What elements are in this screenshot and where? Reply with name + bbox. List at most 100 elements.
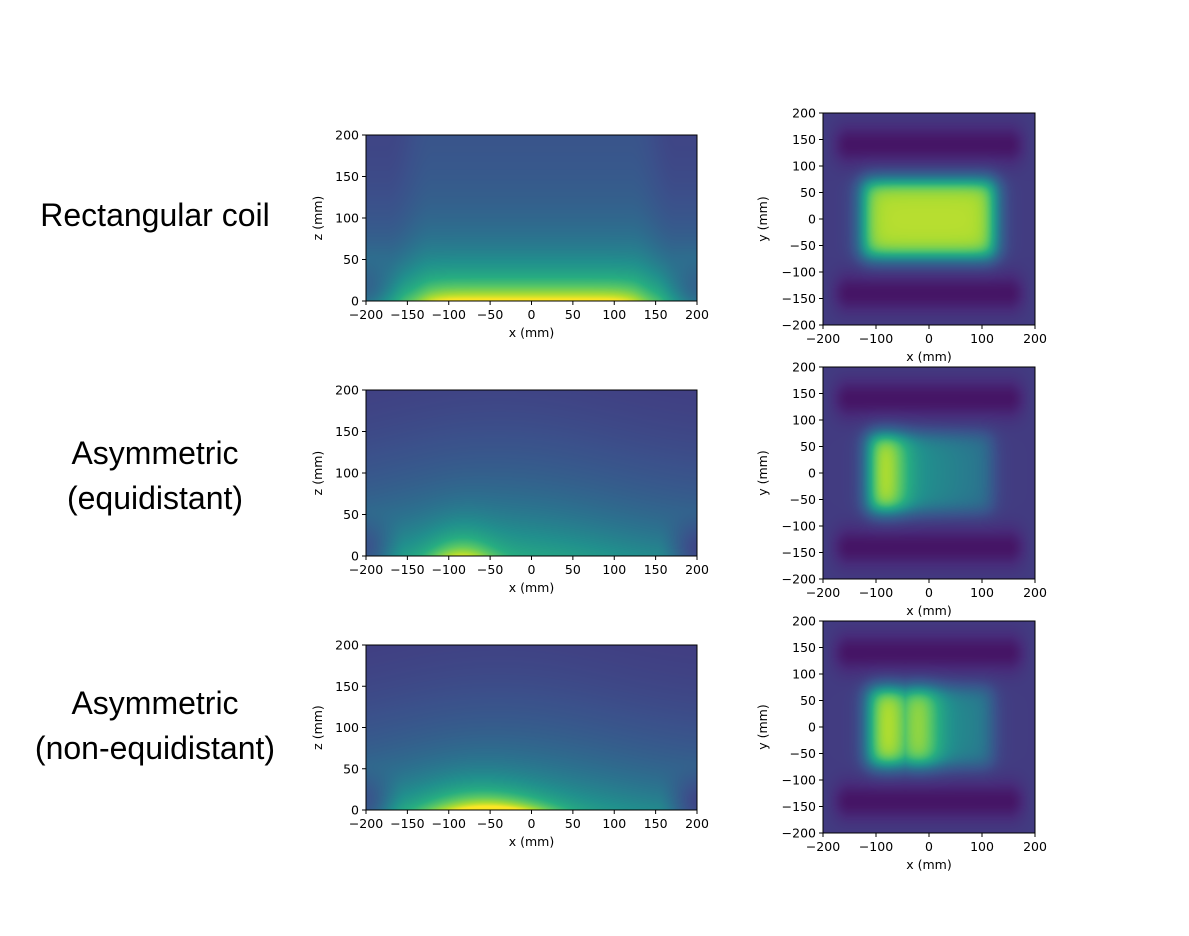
x-axis-label: x (mm): [509, 325, 554, 340]
row-label-line: Asymmetric: [71, 435, 239, 471]
y-tick-label: 200: [335, 638, 359, 653]
x-tick-label: 200: [1023, 331, 1047, 346]
row-label-line: (equidistant): [66, 480, 244, 516]
x-tick-label: 150: [644, 816, 668, 831]
row-label-line: Rectangular coil: [40, 197, 270, 233]
x-tick-label: 0: [925, 331, 933, 346]
y-tick-label: 50: [800, 185, 816, 200]
y-tick-label: 100: [792, 667, 816, 682]
x-tick-label: 200: [685, 816, 709, 831]
x-tick-label: −150: [390, 307, 424, 322]
x-tick-label: −100: [859, 839, 893, 854]
x-tick-label: 100: [602, 562, 626, 577]
x-tick-label: −50: [477, 816, 503, 831]
x-tick-label: 0: [528, 816, 536, 831]
x-tick-label: −200: [806, 585, 840, 600]
y-tick-label: 150: [792, 640, 816, 655]
y-tick-label: −100: [782, 519, 816, 534]
x-tick-label: −200: [349, 816, 383, 831]
y-tick-label: 0: [351, 803, 359, 818]
x-axis-label: x (mm): [509, 580, 554, 595]
y-tick-label: 200: [335, 128, 359, 143]
y-tick-label: 150: [792, 132, 816, 147]
y-tick-label: 0: [351, 294, 359, 309]
y-axis-label: y (mm): [755, 450, 770, 495]
y-tick-label: 100: [792, 159, 816, 174]
row-label-non-equidistant: Asymmetric (non-equidistant): [5, 681, 305, 771]
heatmap-image: [823, 113, 1035, 325]
y-tick-label: −200: [782, 826, 816, 841]
x-tick-label: −50: [477, 562, 503, 577]
y-tick-label: −200: [782, 572, 816, 587]
heatmap-image: [366, 135, 697, 301]
x-tick-label: 100: [602, 307, 626, 322]
x-tick-label: 150: [644, 562, 668, 577]
y-tick-label: −200: [782, 318, 816, 333]
row-label-line: Asymmetric: [71, 685, 239, 721]
y-tick-label: 50: [343, 507, 359, 522]
x-tick-label: 0: [528, 562, 536, 577]
x-tick-label: 50: [565, 562, 581, 577]
x-tick-label: −100: [859, 585, 893, 600]
heatmap-image: [823, 621, 1035, 833]
y-tick-label: −100: [782, 265, 816, 280]
x-tick-label: −100: [432, 562, 466, 577]
x-tick-label: −200: [349, 307, 383, 322]
y-axis-label: y (mm): [755, 704, 770, 749]
heatmap-image: [366, 645, 697, 810]
y-tick-label: 150: [335, 169, 359, 184]
x-tick-label: 0: [925, 585, 933, 600]
x-tick-label: −200: [806, 839, 840, 854]
y-tick-label: 100: [335, 211, 359, 226]
y-tick-label: 150: [792, 386, 816, 401]
y-tick-label: 50: [800, 439, 816, 454]
y-tick-label: 0: [351, 549, 359, 564]
y-tick-label: 50: [800, 693, 816, 708]
x-tick-label: 0: [925, 839, 933, 854]
x-tick-label: 150: [644, 307, 668, 322]
y-tick-label: −50: [790, 492, 816, 507]
y-axis-label: z (mm): [310, 451, 325, 496]
x-tick-label: 100: [970, 839, 994, 854]
x-tick-label: −100: [432, 307, 466, 322]
y-tick-label: −150: [782, 291, 816, 306]
y-tick-label: −100: [782, 773, 816, 788]
x-tick-label: −200: [349, 562, 383, 577]
y-tick-label: 200: [792, 106, 816, 121]
x-tick-label: 200: [1023, 839, 1047, 854]
y-axis-label: z (mm): [310, 705, 325, 750]
y-tick-label: 200: [792, 360, 816, 375]
x-tick-label: 200: [685, 307, 709, 322]
x-tick-label: −100: [859, 331, 893, 346]
x-tick-label: −150: [390, 562, 424, 577]
y-tick-label: 200: [792, 614, 816, 629]
y-tick-label: 100: [335, 720, 359, 735]
row-label-rectangular: Rectangular coil: [5, 193, 305, 238]
x-tick-label: 100: [970, 585, 994, 600]
x-tick-label: 200: [685, 562, 709, 577]
x-tick-label: 200: [1023, 585, 1047, 600]
heatmap-image: [823, 367, 1035, 579]
x-axis-label: x (mm): [906, 603, 951, 618]
x-axis-label: x (mm): [906, 857, 951, 872]
y-tick-label: −50: [790, 746, 816, 761]
x-tick-label: 0: [528, 307, 536, 322]
x-tick-label: −200: [806, 331, 840, 346]
y-tick-label: 50: [343, 252, 359, 267]
x-axis-label: x (mm): [906, 349, 951, 364]
heatmap-image: [366, 390, 697, 556]
x-tick-label: −150: [390, 816, 424, 831]
x-tick-label: −50: [477, 307, 503, 322]
x-axis-label: x (mm): [509, 834, 554, 849]
x-tick-label: 100: [970, 331, 994, 346]
y-tick-label: 0: [808, 212, 816, 227]
y-axis-label: y (mm): [755, 196, 770, 241]
x-tick-label: 50: [565, 816, 581, 831]
y-tick-label: 100: [335, 466, 359, 481]
row-label-line: (non-equidistant): [34, 730, 276, 766]
y-tick-label: 0: [808, 466, 816, 481]
y-tick-label: 200: [335, 383, 359, 398]
y-tick-label: −50: [790, 238, 816, 253]
y-axis-label: z (mm): [310, 196, 325, 241]
